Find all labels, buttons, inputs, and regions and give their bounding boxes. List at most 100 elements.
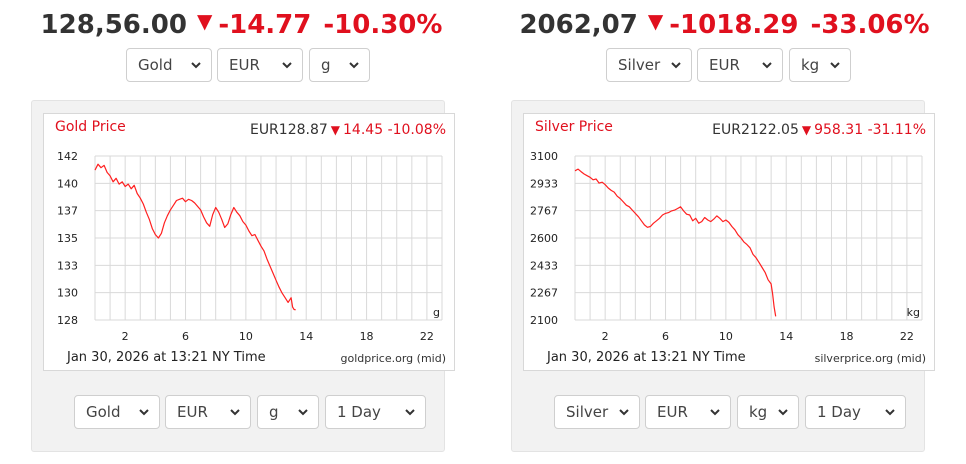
y-tick-label: 2100	[530, 314, 558, 327]
silver-top-unit-select[interactable]: kg	[789, 48, 851, 82]
chart-quote-change: 958.31	[814, 122, 864, 138]
chart-quote-price: EUR128.87	[249, 122, 328, 138]
chart-timestamp: Jan 30, 2026 at 13:21 NY Time	[67, 350, 266, 365]
chart-quote-percent: -31.11%	[867, 122, 926, 138]
gold-period-select[interactable]: 1 Day	[325, 395, 426, 429]
select-value: Gold	[86, 403, 121, 421]
select-value: Silver	[618, 56, 661, 74]
x-tick-label: 18	[840, 330, 854, 343]
gold-headline: 128,56.00 ▼ -14.77 -10.30%	[0, 9, 483, 40]
x-tick-label: 2	[602, 330, 609, 343]
silver-bottom-metal-select[interactable]: Silver	[554, 395, 640, 429]
select-value: 1 Day	[817, 403, 861, 421]
gold-top-metal-select[interactable]: Gold	[126, 48, 212, 82]
y-tick-label: 130	[57, 287, 78, 300]
chart-quote-percent: -10.08%	[387, 122, 446, 138]
select-value: EUR	[177, 403, 208, 421]
gold-price: 128,56.00	[40, 10, 187, 40]
chart-quote: EUR2122.05 ▼ 958.31 -31.11%	[712, 122, 926, 138]
select-value: Silver	[566, 403, 609, 421]
y-tick-label: 142	[57, 150, 78, 163]
x-tick-label: 14	[299, 330, 313, 343]
chevron-down-icon	[405, 409, 415, 416]
x-tick-label: 22	[420, 330, 434, 343]
y-tick-label: 2600	[530, 232, 558, 245]
y-tick-label: 137	[57, 205, 78, 218]
chevron-down-icon	[139, 409, 149, 416]
price-series-line	[574, 168, 777, 317]
chart-title: Gold Price	[55, 119, 126, 135]
chevron-down-icon	[778, 409, 788, 416]
gold-panel: 128,56.00 ▼ -14.77 -10.30% Gold EUR g Gold …	[0, 9, 483, 452]
y-tick-label: 3100	[530, 150, 558, 163]
x-tick-label: 14	[779, 330, 793, 343]
price-down-icon: ▼	[196, 9, 213, 33]
unit-label: g	[433, 306, 440, 319]
silver-price-line-chart: 3100 2933 2767 2600 2433 2267 2100 2 6 10 14 18 22 kg	[530, 150, 923, 343]
chevron-down-icon	[298, 409, 308, 416]
gold-bottom-metal-select[interactable]: Gold	[74, 395, 160, 429]
chart-quote: EUR128.87 ▼ 14.45 -10.08%	[250, 122, 446, 138]
price-down-icon: ▼	[647, 9, 664, 33]
gold-bottom-currency-select[interactable]: EUR	[165, 395, 251, 429]
silver-price: 2062,07	[519, 10, 638, 40]
x-tick-label: 6	[662, 330, 669, 343]
price-down-icon: ▼	[801, 123, 812, 137]
x-tick-label: 10	[239, 330, 253, 343]
select-value: Gold	[138, 56, 173, 74]
x-tick-label: 18	[360, 330, 374, 343]
x-tick-label: 10	[719, 330, 733, 343]
silver-top-currency-select[interactable]: EUR	[697, 48, 783, 82]
gold-chart-frame: Gold Price EUR128.87 ▼ 14.45 -10.08% 142 14…	[31, 100, 455, 452]
silver-bottom-unit-select[interactable]: kg	[737, 395, 799, 429]
select-value: 1 Day	[337, 403, 381, 421]
chevron-down-icon	[230, 409, 240, 416]
unit-label: kg	[907, 306, 920, 319]
select-value: g	[269, 403, 279, 421]
y-tick-label: 140	[57, 177, 78, 190]
chart-quote-price: EUR2122.05	[712, 122, 799, 138]
silver-chart-frame: Silver Price EUR2122.05 ▼ 958.31 -31.11% 3…	[511, 100, 935, 452]
gold-change: -14.77	[218, 10, 312, 40]
gold-chart: Gold Price EUR128.87 ▼ 14.45 -10.08% 142 14…	[43, 113, 455, 371]
x-tick-label: 22	[900, 330, 914, 343]
select-value: g	[321, 56, 331, 74]
select-value: EUR	[657, 403, 688, 421]
silver-change-percent: -33.06%	[810, 10, 930, 40]
silver-period-select[interactable]: 1 Day	[805, 395, 906, 429]
select-value: kg	[801, 56, 820, 74]
silver-chart: Silver Price EUR2122.05 ▼ 958.31 -31.11% 3…	[523, 113, 935, 371]
y-tick-label: 2933	[530, 177, 558, 190]
chart-source: silverprice.org (mid)	[814, 352, 926, 365]
x-tick-label: 2	[122, 330, 129, 343]
gold-top-unit-select[interactable]: g	[309, 48, 370, 82]
select-value: kg	[749, 403, 768, 421]
y-tick-label: 128	[57, 314, 78, 327]
chevron-down-icon	[282, 62, 292, 69]
silver-headline: 2062,07 ▼ -1018.29 -33.06%	[483, 9, 966, 40]
select-value: EUR	[709, 56, 740, 74]
chevron-down-icon	[619, 409, 629, 416]
gold-top-currency-select[interactable]: EUR	[217, 48, 303, 82]
chart-title: Silver Price	[535, 119, 613, 135]
silver-top-metal-select[interactable]: Silver	[606, 48, 692, 82]
y-tick-label: 133	[57, 259, 78, 272]
y-tick-label: 2767	[530, 205, 558, 218]
y-tick-label: 2433	[530, 259, 558, 272]
chevron-down-icon	[830, 62, 840, 69]
chevron-down-icon	[671, 62, 681, 69]
select-value: EUR	[229, 56, 260, 74]
gold-bottom-unit-select[interactable]: g	[257, 395, 319, 429]
y-tick-label: 2267	[530, 287, 558, 300]
chevron-down-icon	[349, 62, 359, 69]
price-down-icon: ▼	[330, 123, 341, 137]
chevron-down-icon	[762, 62, 772, 69]
silver-bottom-currency-select[interactable]: EUR	[645, 395, 731, 429]
chevron-down-icon	[710, 409, 720, 416]
chevron-down-icon	[191, 62, 201, 69]
chart-quote-change: 14.45	[343, 122, 384, 138]
price-series-line	[94, 163, 296, 311]
silver-panel: 2062,07 ▼ -1018.29 -33.06% Silver EUR kg Si…	[483, 0, 966, 464]
chart-timestamp: Jan 30, 2026 at 13:21 NY Time	[547, 350, 746, 365]
y-tick-label: 135	[57, 232, 78, 245]
